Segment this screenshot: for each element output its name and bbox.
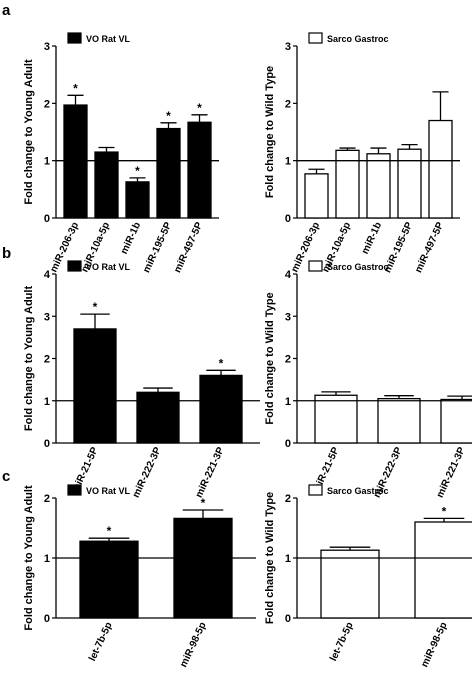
bar: [199, 374, 243, 444]
y-tick-label: 1: [44, 396, 50, 408]
y-tick-label: 0: [285, 213, 291, 225]
y-tick-label: 1: [285, 156, 291, 168]
panel-letter-c: c: [2, 468, 10, 485]
bar: [73, 328, 117, 444]
significance-star: *: [107, 524, 112, 538]
significance-star: *: [442, 504, 447, 518]
bar: [94, 151, 119, 219]
legend-label: VO Rat VL: [86, 486, 131, 496]
y-tick-label: 0: [285, 438, 291, 450]
bar: [173, 517, 233, 619]
legend-swatch: [67, 484, 82, 496]
bar: [79, 540, 139, 619]
category-label: miR-222-3P: [131, 445, 164, 499]
y-tick-label: 2: [285, 493, 291, 505]
legend-swatch: [67, 32, 82, 44]
bar: [440, 398, 472, 444]
y-axis-label: Fold change to Wild Type: [264, 292, 276, 424]
bar: [366, 153, 391, 219]
bar: [414, 521, 472, 619]
bar: [136, 391, 180, 444]
bar: [314, 394, 358, 444]
chart-c-left: 0 1 2 Fold change to Young Adult * let-7b-5p *…: [23, 484, 256, 669]
category-label: miR-221-3P: [194, 445, 227, 499]
significance-star: *: [197, 101, 202, 115]
y-tick-label: 0: [285, 613, 291, 625]
category-label: miR-98-5p: [178, 621, 208, 669]
legend-label: VO Rat VL: [86, 34, 131, 44]
legend-swatch: [308, 260, 323, 272]
bar: [428, 119, 453, 219]
y-tick-label: 1: [44, 156, 50, 168]
panel-letter-a: a: [2, 2, 11, 19]
bar: [63, 104, 88, 219]
y-tick-label: 3: [285, 311, 291, 323]
bar: [397, 148, 422, 219]
category-label: miR-221-3P: [435, 445, 468, 499]
y-tick-label: 0: [44, 438, 50, 450]
y-axis-label: Fold change to Young Adult: [23, 485, 35, 631]
bar: [187, 121, 212, 219]
category-label: let-7b-5p: [328, 621, 356, 663]
bar: [304, 173, 329, 219]
y-tick-label: 1: [285, 553, 291, 565]
legend-swatch: [308, 484, 323, 496]
significance-star: *: [73, 81, 78, 95]
chart-c-right: 0 1 2 Fold change to Wild Type let-7b-5p * miR…: [264, 484, 472, 669]
significance-star: *: [166, 109, 171, 123]
category-label: miR-1b: [119, 221, 143, 256]
y-tick-label: 4: [285, 269, 292, 281]
y-axis-label: Fold change to Wild Type: [264, 492, 276, 624]
legend-label: Sarco Gastroc: [327, 34, 389, 44]
y-tick-label: 3: [285, 41, 291, 53]
category-label: miR-1b: [360, 221, 384, 256]
legend-label: Sarco Gastroc: [327, 486, 389, 496]
significance-star: *: [93, 300, 98, 314]
y-tick-label: 2: [44, 354, 50, 366]
bar: [320, 549, 380, 619]
legend-swatch: [67, 260, 82, 272]
y-tick-label: 0: [44, 213, 50, 225]
y-axis-label: Fold change to Young Adult: [23, 286, 35, 432]
y-tick-label: 3: [44, 311, 50, 323]
significance-star: *: [135, 164, 140, 178]
legend-label: Sarco Gastroc: [327, 262, 389, 272]
significance-star: *: [201, 496, 206, 510]
y-tick-label: 2: [44, 98, 50, 110]
legend-swatch: [308, 32, 323, 44]
y-tick-label: 1: [44, 553, 50, 565]
category-label: miR-195-5P: [141, 220, 174, 274]
legend-label: VO Rat VL: [86, 262, 131, 272]
category-label: miR-497-5P: [413, 220, 446, 274]
panel-letter-b: b: [2, 245, 11, 262]
category-label: miR-497-5P: [172, 220, 205, 274]
significance-star: *: [219, 356, 224, 370]
y-axis-label: Fold change to Wild Type: [264, 66, 276, 198]
category-label: miR-98-5p: [419, 621, 449, 669]
category-label: let-7b-5p: [87, 621, 115, 663]
y-tick-label: 2: [44, 493, 50, 505]
y-tick-label: 0: [44, 613, 50, 625]
y-tick-label: 3: [44, 41, 50, 53]
y-tick-label: 2: [285, 98, 291, 110]
bar: [156, 127, 181, 219]
bar: [377, 397, 421, 444]
y-tick-label: 2: [285, 354, 291, 366]
y-axis-label: Fold change to Young Adult: [23, 59, 35, 205]
y-tick-label: 1: [285, 396, 291, 408]
y-tick-label: 4: [44, 269, 51, 281]
bar: [125, 181, 150, 219]
